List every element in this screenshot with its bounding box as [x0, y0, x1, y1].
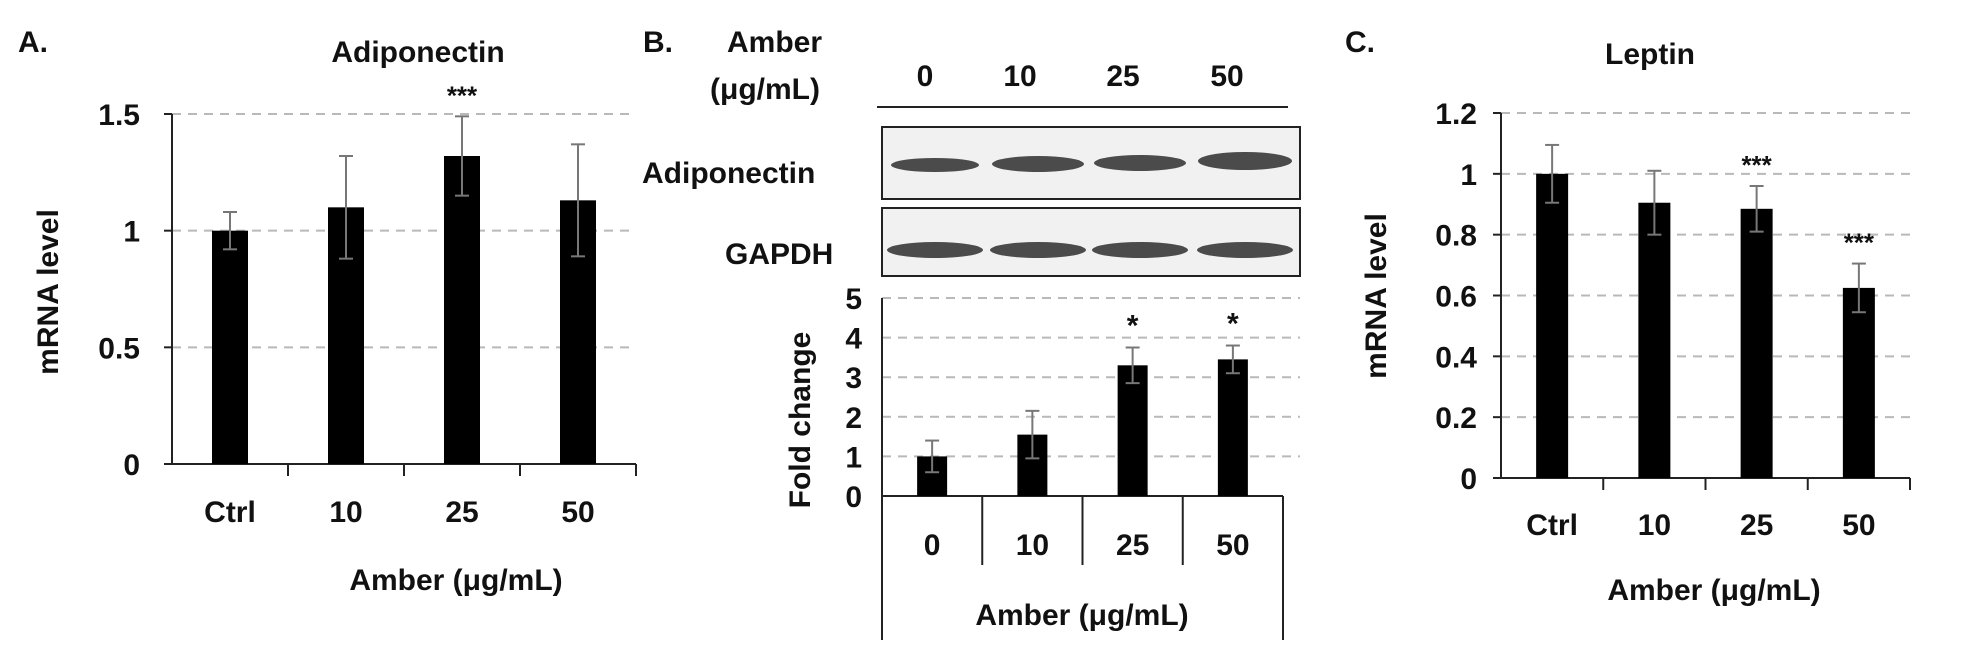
y-tick-label: 0 — [845, 481, 862, 514]
chart-panel-a: 0 0.5 1 1.5 Ctrl 10 *** 25 50 Adiponectin Amber (μ… — [32, 36, 637, 597]
panel-label-b: B. — [643, 26, 673, 59]
x-axis-label: Amber (μg/mL) — [349, 564, 562, 597]
blot-lane-label: 10 — [1003, 60, 1036, 93]
y-tick-label: 5 — [845, 283, 862, 316]
bar — [212, 230, 248, 464]
x-tick-label: 0 — [924, 529, 941, 562]
x-axis-label: Amber (μg/mL) — [1607, 574, 1820, 607]
y-axis-label: mRNA level — [32, 209, 65, 375]
significance-marker: *** — [447, 80, 478, 110]
blot-band — [891, 158, 979, 172]
blot-lane-label: 0 — [917, 60, 934, 93]
blot-band — [1197, 242, 1293, 258]
bar — [1536, 173, 1569, 479]
y-tick-label: 1.5 — [98, 99, 140, 132]
y-tick-label: 2 — [845, 402, 862, 435]
y-tick-label: 1 — [1460, 159, 1477, 192]
blot-lane-label: 25 — [1106, 60, 1139, 93]
y-tick-label: 0.4 — [1435, 341, 1477, 374]
y-axis-label: Fold change — [784, 332, 817, 509]
significance-marker: *** — [1844, 228, 1875, 258]
y-tick-label: 0 — [1460, 463, 1477, 496]
y-tick-label: 1.2 — [1435, 98, 1477, 131]
significance-marker: * — [1127, 310, 1139, 343]
chart-panel-c: 0 0.2 0.4 0.6 0.8 1 1.2 Ctrl 10 *** 25 *** 50 Leptin A… — [1360, 38, 1911, 607]
x-tick-label: 50 — [561, 496, 594, 529]
blot-lane-label: 50 — [1210, 60, 1243, 93]
y-tick-label: 4 — [845, 323, 862, 356]
x-tick-label: 25 — [1740, 509, 1773, 542]
blot-strip-gapdh — [881, 207, 1301, 277]
bar — [1117, 365, 1148, 496]
bar — [1842, 287, 1875, 478]
blot-band — [887, 242, 983, 258]
chart-title: Adiponectin — [331, 36, 504, 69]
chart-title: Leptin — [1605, 38, 1695, 71]
blot-band — [1094, 155, 1186, 171]
bar — [1740, 208, 1773, 478]
x-axis-label: Amber (μg/mL) — [975, 599, 1188, 632]
western-blot: Amber (μg/mL) 0 10 25 50 Adiponectin GAP… — [642, 26, 1301, 277]
x-tick-label: 50 — [1216, 529, 1249, 562]
panel-label-a: A. — [18, 26, 48, 59]
bar — [444, 156, 480, 464]
blot-row-label-gapdh: GAPDH — [725, 238, 833, 271]
x-tick-label: 10 — [329, 496, 362, 529]
blot-band — [1198, 152, 1292, 170]
blot-header-amber: Amber — [727, 26, 822, 59]
y-tick-label: 1 — [845, 441, 862, 474]
panel-label-c: C. — [1345, 26, 1375, 59]
x-tick-label: Ctrl — [204, 496, 256, 529]
x-tick-label: 25 — [1116, 529, 1149, 562]
blot-row-label-adiponectin: Adiponectin — [642, 157, 815, 190]
y-tick-label: 0.6 — [1435, 281, 1477, 314]
blot-header-unit: (μg/mL) — [710, 73, 820, 106]
y-tick-label: 0.2 — [1435, 402, 1477, 435]
y-tick-label: 0.8 — [1435, 220, 1477, 253]
x-tick-label: 25 — [445, 496, 478, 529]
blot-band — [992, 156, 1084, 172]
x-tick-label: 50 — [1842, 509, 1875, 542]
y-tick-label: 0 — [123, 449, 140, 482]
y-axis-label: mRNA level — [1360, 213, 1393, 379]
significance-marker: * — [1227, 308, 1239, 341]
y-tick-label: 3 — [845, 362, 862, 395]
bar — [1638, 202, 1671, 478]
significance-marker: *** — [1741, 150, 1772, 180]
bar — [1217, 359, 1248, 496]
y-tick-label: 1 — [123, 216, 140, 249]
y-tick-label: 0.5 — [98, 332, 140, 365]
x-tick-label: 10 — [1016, 529, 1049, 562]
blot-band — [1092, 242, 1188, 258]
blot-band — [990, 242, 1086, 258]
x-tick-label: Ctrl — [1526, 509, 1578, 542]
x-tick-label: 10 — [1638, 509, 1671, 542]
